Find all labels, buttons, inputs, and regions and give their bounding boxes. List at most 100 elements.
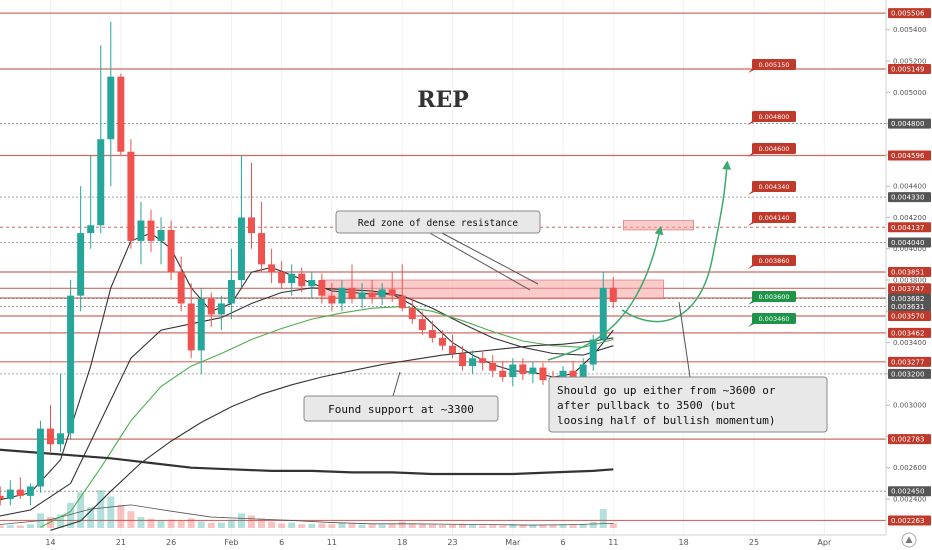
target-label: 0.003460 (748, 313, 796, 327)
level-label-bg (888, 327, 931, 338)
target-labels: 0.005150 0.004800 0.004600 0.004340 0.004140… (748, 59, 796, 327)
volume-bar (318, 523, 326, 528)
y-tick-label: 0.004200 (893, 214, 926, 222)
level-label: 0.003682 (891, 295, 924, 303)
resistance-callout[interactable]: Red zone of dense resistance (335, 210, 541, 291)
candle-body (318, 280, 326, 296)
candle-body (167, 229, 175, 273)
volume-bar (217, 522, 225, 528)
volume-bar (469, 525, 477, 528)
volume-bar (579, 524, 587, 528)
level-label-bg (888, 486, 931, 497)
candle-body (539, 367, 547, 381)
y-tick-label: 0.004400 (893, 183, 926, 191)
candle-body (599, 287, 607, 340)
volume-bar (418, 524, 426, 528)
candle-body (0, 495, 4, 500)
forecast-callout[interactable]: Should go up either from ~3600 or after … (548, 301, 828, 433)
level-label: 0.003570 (891, 312, 924, 320)
level-label-bg (888, 150, 931, 161)
level-label: 0.003631 (891, 303, 924, 311)
level-label-bg (888, 63, 931, 74)
volume-bar (147, 518, 155, 528)
target-box (752, 313, 796, 324)
chart-title: REP (417, 87, 469, 113)
candle-body (569, 370, 577, 378)
volume-ma-line (0, 504, 614, 526)
y-tick-label: 0.003400 (893, 339, 926, 347)
volume-bar (398, 521, 406, 528)
candle-body (6, 489, 14, 500)
candle-body (469, 358, 477, 367)
candle-body (127, 151, 135, 241)
support-callout-pointer (392, 371, 401, 397)
volume-bar (378, 524, 386, 528)
volume-bar (489, 525, 497, 528)
x-tick-label: 21 (116, 538, 126, 547)
volume-bar (569, 525, 577, 528)
candle-body (479, 358, 487, 363)
volume-bar (258, 518, 266, 528)
volume-bar (479, 525, 487, 528)
volume-bar (278, 523, 286, 528)
volume-bar (459, 523, 467, 528)
volume-bar (107, 496, 115, 528)
volume-bar (167, 519, 175, 528)
level-label-bg (888, 515, 931, 526)
volume-bar (288, 522, 296, 528)
level-label: 0.003747 (891, 285, 924, 293)
support-callout[interactable]: Found support at ~3300 (303, 371, 499, 422)
candle-body (47, 428, 54, 445)
level-label: 0.005506 (891, 10, 925, 18)
candle-body (509, 364, 517, 378)
candle-body (278, 272, 286, 284)
level-label-bg (888, 434, 931, 445)
candle-body (579, 364, 587, 378)
candle-body (288, 273, 296, 284)
volume-bar (328, 524, 336, 528)
level-label: 0.002450 (891, 488, 924, 496)
horizontal-levels (0, 12, 886, 522)
volume-bar (6, 525, 14, 528)
target-label: 0.004800 (748, 111, 796, 125)
level-label: 0.003462 (891, 329, 924, 337)
volume-bar (609, 522, 617, 528)
resistance-callout-text: Red zone of dense resistance (358, 218, 518, 229)
volume-bar (268, 521, 276, 528)
level-label-bg (888, 368, 931, 379)
volume-bar (227, 519, 235, 528)
target-box (752, 291, 796, 302)
candle-body (529, 367, 537, 374)
resistance-callout-pointer (439, 231, 539, 285)
candle-body (308, 280, 316, 287)
forecast-callout-box (548, 376, 828, 433)
level-label: 0.003277 (891, 358, 924, 366)
support-callout-box (303, 395, 499, 422)
volume-bar (438, 525, 446, 528)
target-text: 0.004800 (758, 113, 789, 121)
candle-body (519, 364, 527, 374)
volume-bar (87, 507, 95, 528)
volume-bar (237, 513, 245, 528)
volume-bar (338, 522, 346, 528)
forecast-callout-line-2: after pullback to 3500 (but (557, 399, 736, 412)
candle-body (177, 272, 185, 304)
volume-bar (358, 524, 366, 528)
level-label-bg (888, 237, 931, 248)
level-label: 0.002263 (891, 517, 924, 525)
x-tick-label: 11 (608, 538, 618, 547)
candle-body (26, 486, 34, 496)
volume-bar (207, 522, 215, 528)
resistance-callout-pointer-2 (427, 231, 531, 291)
candle-body (97, 139, 105, 226)
level-label: 0.004596 (891, 152, 925, 160)
target-text: 0.003860 (758, 257, 789, 265)
candle-body (348, 287, 356, 299)
y-tick-label: 0.004000 (893, 245, 926, 253)
time-axis[interactable]: 14 21 26 Feb 6 11 18 23 Mar 6 11 18 25 Apr (45, 538, 832, 547)
x-tick-label: 14 (45, 538, 55, 547)
forecast-callout-line-3: loosing half of bullish momentum) (557, 414, 776, 427)
y-tick-label: 0.005000 (893, 89, 926, 97)
